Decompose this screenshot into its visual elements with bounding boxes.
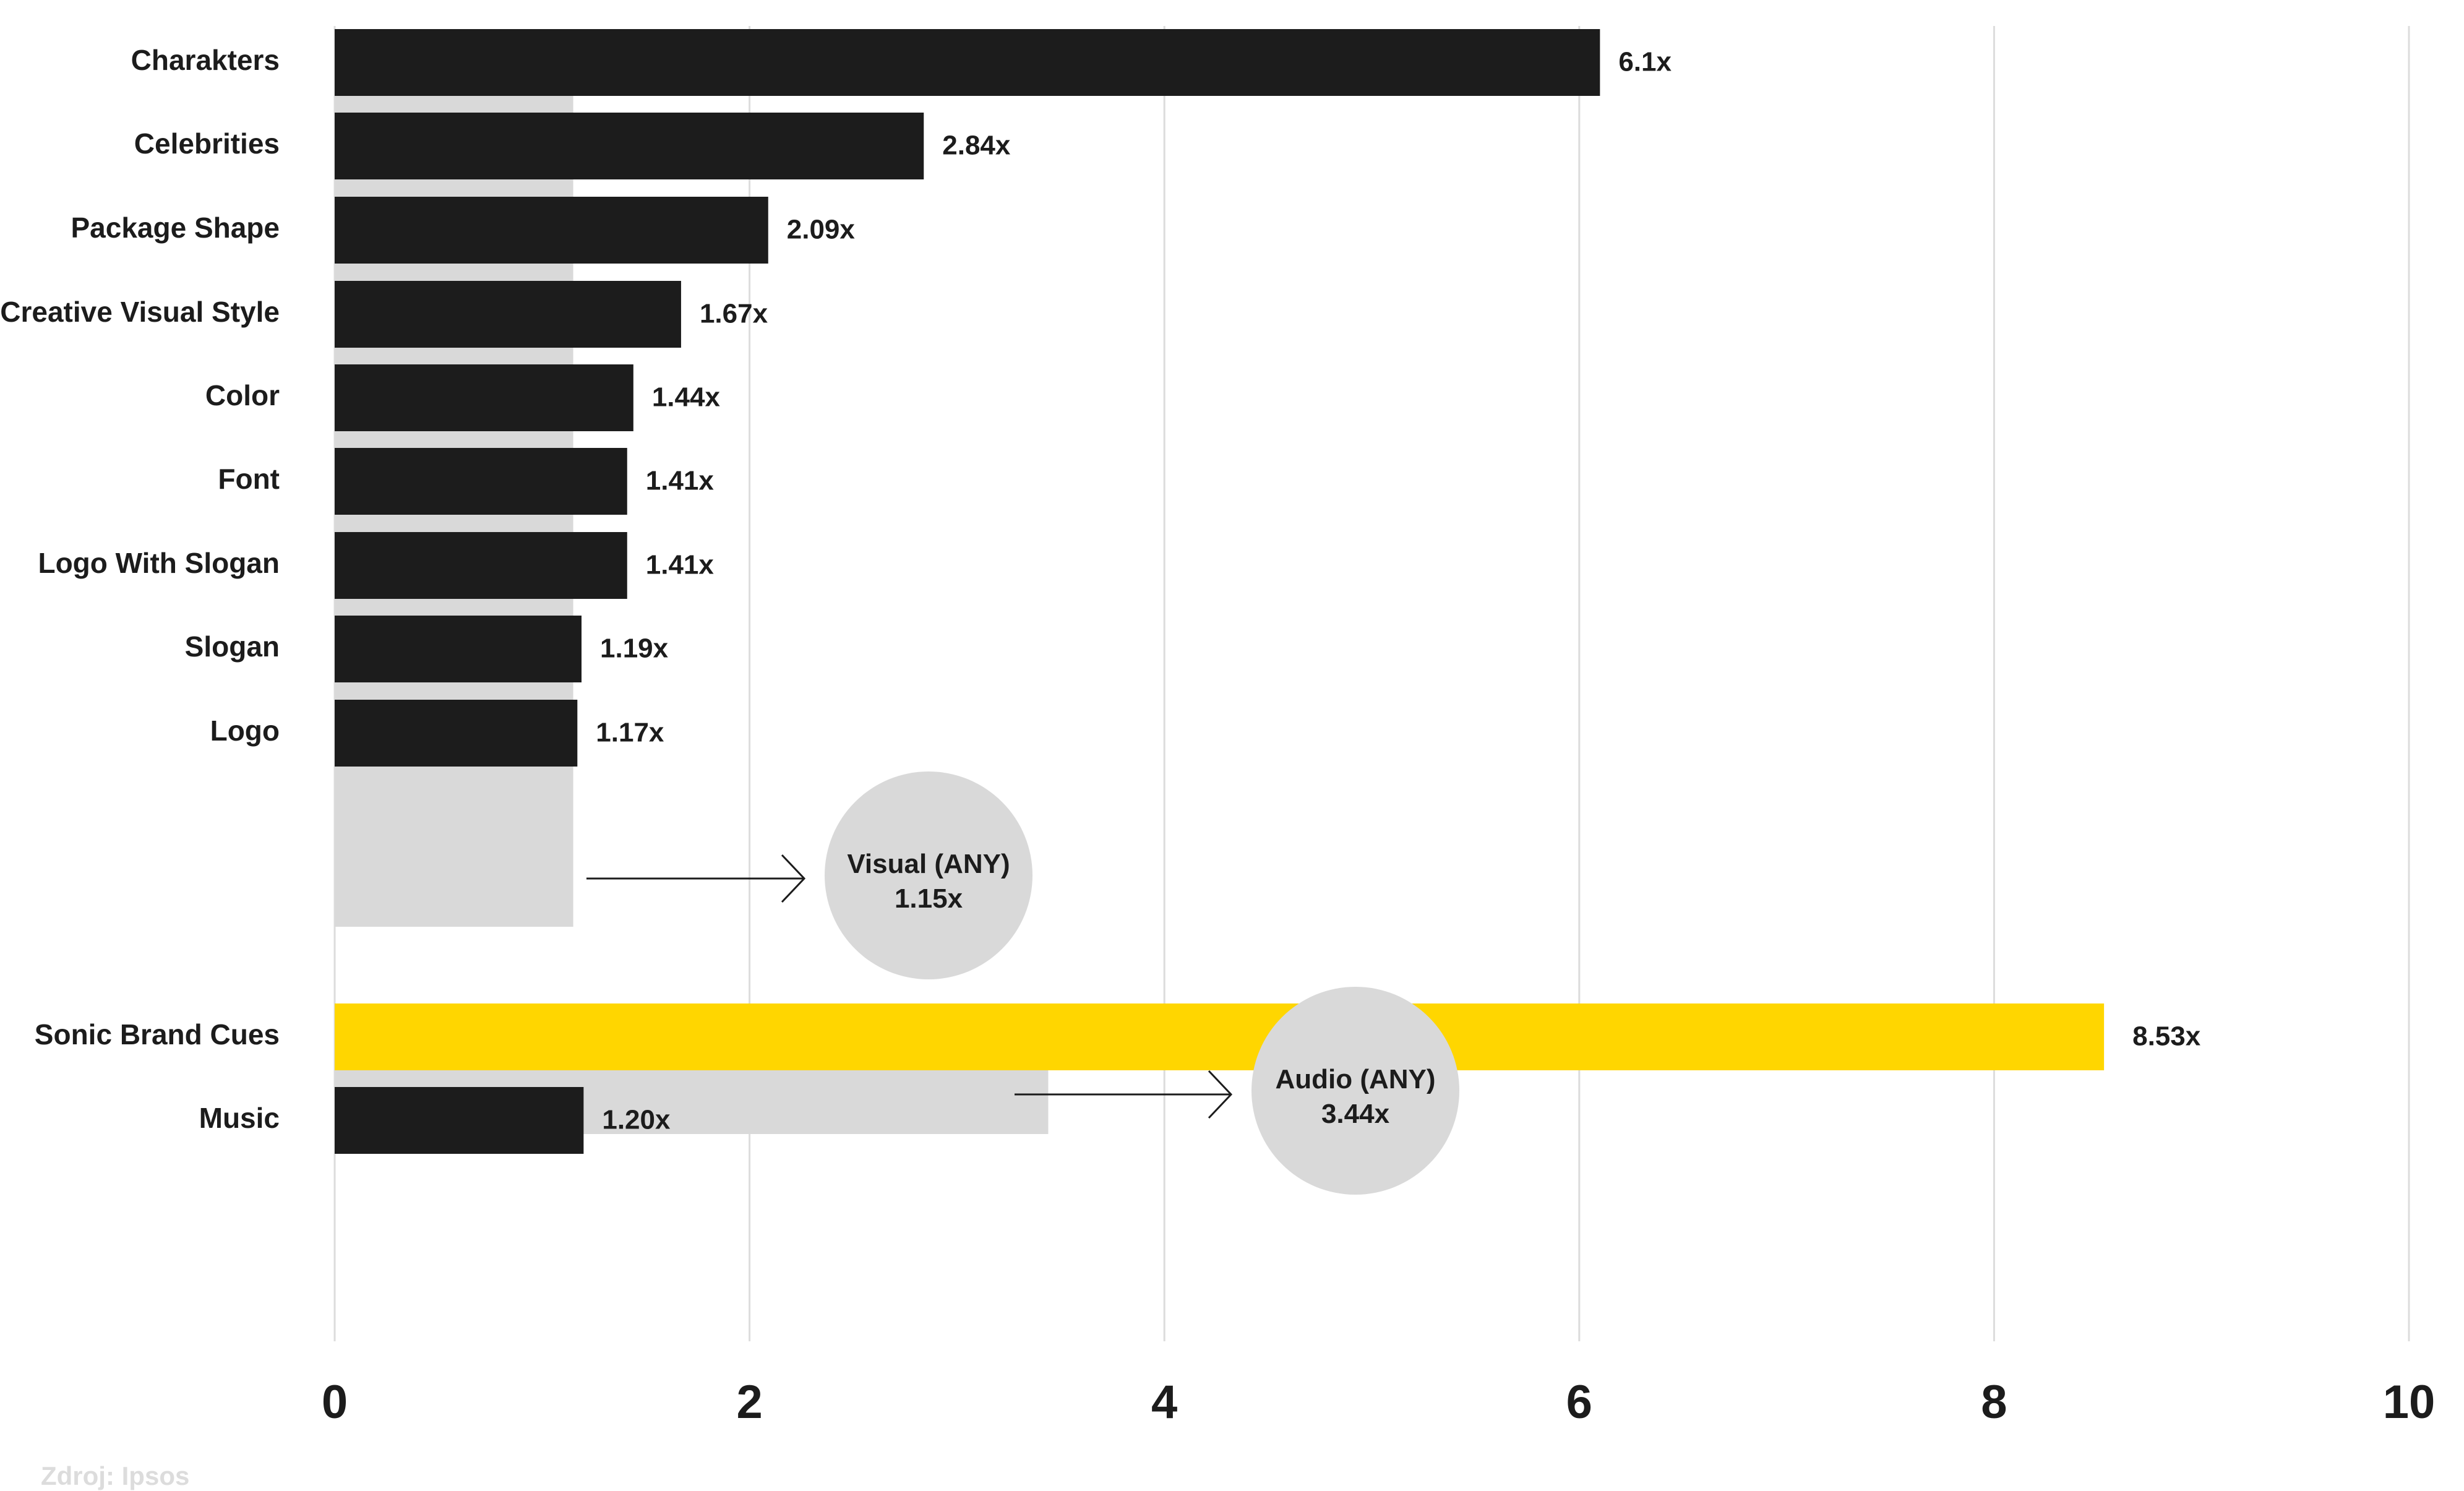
bubble-label-visual-any: Visual (ANY) <box>847 849 1010 879</box>
bar-package-shape <box>335 197 768 264</box>
category-label-logo: Logo <box>210 715 280 747</box>
bar-celebrities <box>335 113 924 179</box>
x-tick-label-2: 2 <box>736 1376 762 1429</box>
category-label-charakters: Charakters <box>131 44 280 76</box>
category-label-celebrities: Celebrities <box>134 127 280 160</box>
bar-color <box>335 364 633 431</box>
category-label-slogan: Slogan <box>185 630 280 663</box>
value-label-slogan: 1.19x <box>600 634 669 664</box>
x-axis-ticks: 0 2 4 6 8 10 <box>322 1376 2435 1429</box>
value-label-color: 1.44x <box>652 382 721 413</box>
value-label-font: 1.41x <box>646 466 715 496</box>
value-label-music: 1.20x <box>602 1105 671 1135</box>
x-tick-label-6: 6 <box>1566 1376 1592 1429</box>
category-label-sonic-brand-cues: Sonic Brand Cues <box>35 1018 280 1051</box>
bar-logo-with-slogan <box>335 532 627 599</box>
bar-music <box>335 1087 584 1154</box>
bar-font <box>335 448 627 515</box>
bar-sonic-brand-cues <box>335 1003 2105 1070</box>
value-label-package-shape: 2.09x <box>787 215 856 245</box>
value-label-logo: 1.17x <box>596 718 664 748</box>
category-label-package-shape: Package Shape <box>71 212 280 244</box>
category-label-font: Font <box>218 463 280 495</box>
arrow-head-visual-any <box>781 854 806 903</box>
bubble-value-visual-any: 1.15x <box>895 883 963 914</box>
bubble-label-audio-any: Audio (ANY) <box>1275 1064 1435 1094</box>
x-tick-label-0: 0 <box>322 1376 348 1429</box>
bar-charakters <box>335 29 1600 96</box>
value-label-logo-with-slogan: 1.41x <box>646 550 715 580</box>
value-label-charakters: 6.1x <box>1618 47 1672 77</box>
bar-creative-visual-style <box>335 281 681 348</box>
bubble-visual-any <box>825 771 1032 979</box>
category-label-logo-with-slogan: Logo With Slogan <box>38 547 280 579</box>
bubble-audio-any <box>1251 987 1459 1195</box>
value-label-celebrities: 2.84x <box>942 131 1011 161</box>
x-tick-label-8: 8 <box>1981 1376 2007 1429</box>
bubble-value-audio-any: 3.44x <box>1321 1099 1390 1129</box>
value-label-sonic-brand-cues: 8.53x <box>2132 1021 2201 1052</box>
value-label-creative-visual-style: 1.67x <box>700 299 768 329</box>
x-tick-label-4: 4 <box>1151 1376 1177 1429</box>
category-labels: Charakters Celebrities Package Shape Creati… <box>0 44 280 1134</box>
bar-slogan <box>335 616 582 682</box>
category-label-creative-visual-style: Creative Visual Style <box>0 296 280 328</box>
bar-logo <box>335 700 578 767</box>
category-label-music: Music <box>199 1102 280 1134</box>
source-label: Zdroj: Ipsos <box>41 1461 190 1490</box>
x-tick-label-10: 10 <box>2383 1376 2436 1429</box>
value-labels: 6.1x 2.84x 2.09x 1.67x 1.44x 1.41x 1.41x 1.19x 1… <box>596 47 2200 1135</box>
bars <box>335 29 2105 1154</box>
group-bubbles: Visual (ANY) 1.15x Audio (ANY) 3.44x <box>586 771 1459 1195</box>
arrow-head-audio-any <box>1208 1070 1233 1119</box>
category-label-color: Color <box>205 379 280 411</box>
